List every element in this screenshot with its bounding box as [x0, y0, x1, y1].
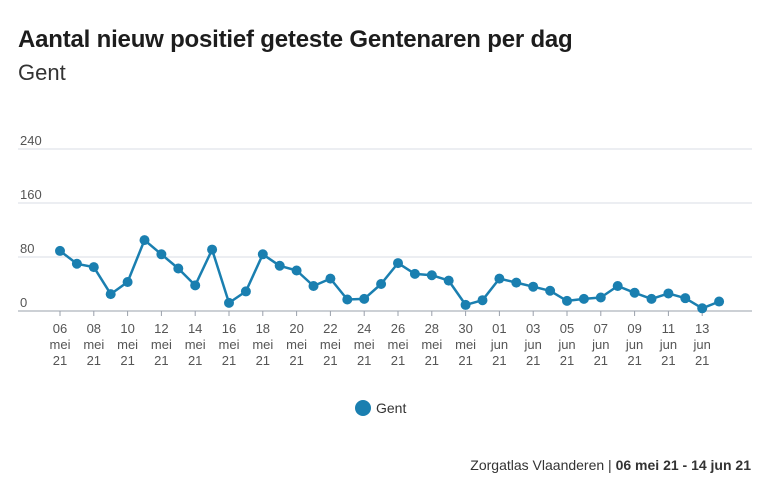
- x-tick-label: 28 mei 21: [421, 321, 442, 368]
- data-point: [680, 293, 691, 304]
- data-point: [173, 263, 184, 274]
- data-point: [224, 297, 234, 308]
- data-point: [443, 275, 454, 286]
- data-point: [207, 244, 218, 255]
- data-point: [714, 296, 725, 307]
- x-tick-label: 26 mei 21: [388, 321, 409, 368]
- data-point: [257, 249, 268, 260]
- data-point: [71, 258, 82, 269]
- data-point: [545, 285, 556, 296]
- data-point: [528, 281, 539, 292]
- x-tick-label: 09 jun 21: [625, 321, 643, 368]
- legend-marker-icon: [355, 400, 371, 416]
- data-point: [325, 273, 336, 284]
- footer-source: Zorgatlas Vlaanderen: [470, 457, 605, 473]
- footer-separator: |: [604, 457, 616, 473]
- y-tick-label: 80: [20, 241, 34, 256]
- data-point: [190, 280, 201, 291]
- data-point: [342, 294, 353, 305]
- x-axis-ticks: 06 mei 21 08 mei 21 10 mei 21 12 mei 21 14 mei 21 16 mei…: [50, 311, 711, 368]
- x-tick-label: 18 mei 21: [252, 321, 273, 368]
- data-point: [663, 288, 674, 299]
- data-point: [291, 265, 302, 276]
- data-point: [595, 292, 606, 303]
- data-point: [156, 249, 167, 260]
- data-point: [308, 281, 319, 292]
- data-point: [122, 276, 133, 287]
- x-tick-label: 14 mei 21: [185, 321, 206, 368]
- data-point: [240, 286, 251, 297]
- data-point: [494, 273, 505, 284]
- x-tick-label: 03 jun 21: [524, 321, 542, 368]
- data-point: [55, 245, 65, 256]
- data-point: [460, 299, 471, 310]
- x-tick-label: 24 mei 21: [354, 321, 375, 368]
- x-tick-label: 01 jun 21: [490, 321, 508, 368]
- data-point: [88, 262, 99, 273]
- data-point: [359, 293, 370, 304]
- x-tick-label: 10 mei 21: [117, 321, 138, 368]
- footer: Zorgatlas Vlaanderen | 06 mei 21 - 14 ju…: [470, 457, 751, 473]
- x-tick-label: 30 mei 21: [455, 321, 476, 368]
- legend[interactable]: Gent: [355, 400, 406, 416]
- x-tick-label: 12 mei 21: [151, 321, 172, 368]
- data-point: [274, 260, 285, 271]
- chart-title: Aantal nieuw positief geteste Gentenaren…: [18, 26, 573, 53]
- chart-subtitle: Gent: [18, 60, 66, 85]
- legend-label: Gent: [376, 400, 407, 416]
- data-point: [426, 270, 437, 281]
- x-tick-label: 20 mei 21: [286, 321, 307, 368]
- footer-date-range: 06 mei 21 - 14 jun 21: [615, 457, 751, 473]
- y-tick-label: 160: [20, 187, 42, 202]
- x-tick-label: 08 mei 21: [83, 321, 104, 368]
- y-tick-label: 240: [20, 133, 42, 148]
- x-tick-label: 13 jun 21: [693, 321, 711, 368]
- y-tick-label: 0: [20, 295, 27, 310]
- data-point: [629, 287, 640, 298]
- grid-layer: 0 80 160 240: [18, 133, 752, 312]
- data-point: [578, 293, 589, 304]
- data-point: [409, 268, 420, 279]
- x-tick-label: 07 jun 21: [591, 321, 609, 368]
- data-point: [393, 258, 403, 269]
- data-point: [511, 277, 522, 288]
- x-tick-label: 11 jun 21: [659, 321, 677, 368]
- x-tick-label: 16 mei 21: [219, 321, 240, 368]
- series-line: [59, 238, 720, 310]
- series-layer: [55, 235, 725, 314]
- data-point: [697, 303, 708, 314]
- data-point: [562, 295, 572, 306]
- x-tick-label: 05 jun 21: [557, 321, 575, 368]
- data-point: [105, 289, 116, 300]
- data-point: [376, 279, 387, 289]
- data-point: [612, 281, 623, 292]
- data-point: [139, 235, 150, 246]
- x-tick-label: 22 mei 21: [320, 321, 341, 368]
- data-point: [646, 293, 657, 304]
- x-tick-label: 06 mei 21: [50, 321, 71, 368]
- data-point: [477, 295, 488, 306]
